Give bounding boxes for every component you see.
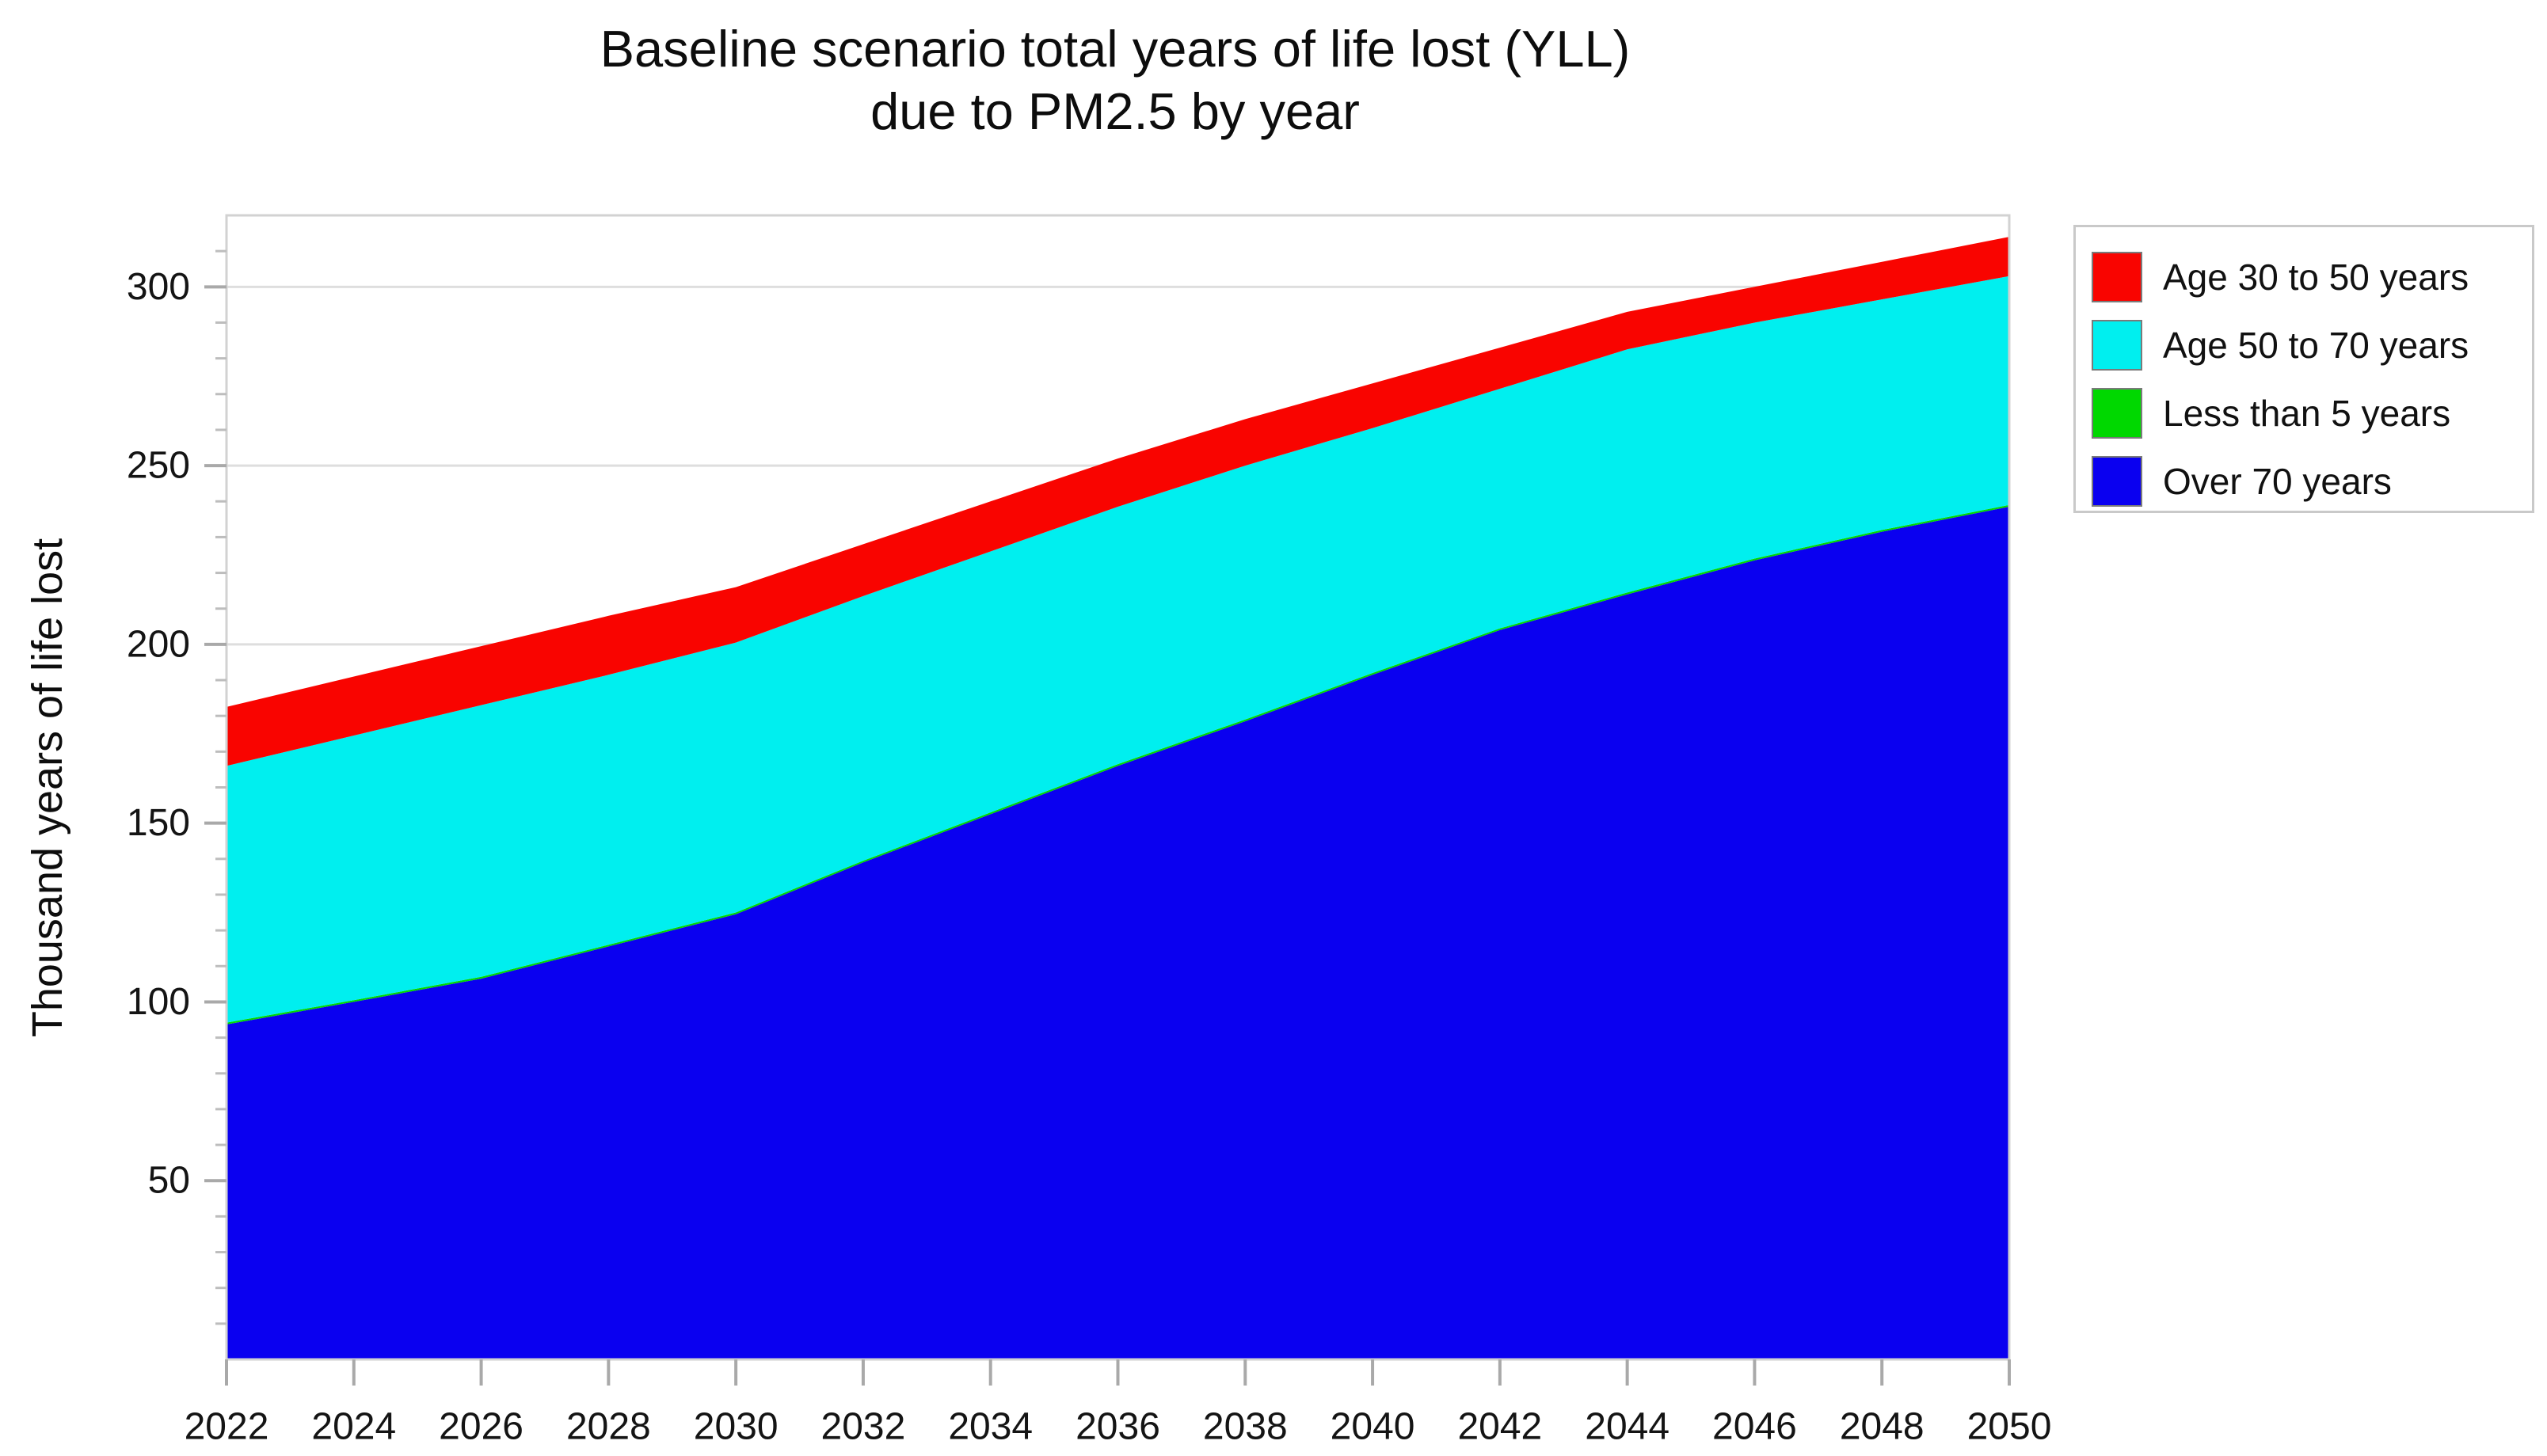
legend-swatch-icon-age-30-to-50-years [2092,252,2142,302]
x-tick-label-2040: 2040 [1331,1406,1415,1448]
legend-swatch-icon-over-70-years [2092,456,2142,507]
x-tick-label-2036: 2036 [1076,1406,1160,1448]
x-tick-label-2024: 2024 [311,1406,396,1448]
legend-label-over-70-years: Over 70 years [2163,461,2392,502]
area-over-70-years [227,507,2009,1359]
legend-item-age-30-to-50-years: Age 30 to 50 years [2092,243,2532,311]
area-less-than-5-years [227,504,2009,1025]
y-tick-label-50: 50 [148,1160,190,1202]
x-tick-label-2046: 2046 [1712,1406,1797,1448]
legend-label-age-50-to-70-years: Age 50 to 70 years [2163,325,2469,366]
legend-swatch-icon-age-50-to-70-years [2092,320,2142,371]
x-tick-label-2042: 2042 [1457,1406,1542,1448]
x-tick-label-2048: 2048 [1840,1406,1925,1448]
y-tick-label-250: 250 [127,445,190,487]
x-tick-label-2030: 2030 [694,1406,779,1448]
x-tick-label-2022: 2022 [185,1406,269,1448]
x-tick-label-2028: 2028 [566,1406,651,1448]
legend-item-over-70-years: Over 70 years [2092,447,2532,515]
x-tick-label-2032: 2032 [821,1406,906,1448]
legend-swatch-icon-less-than-5-years [2092,388,2142,439]
x-tick-label-2026: 2026 [439,1406,523,1448]
legend-label-age-30-to-50-years: Age 30 to 50 years [2163,257,2469,298]
legend-item-less-than-5-years: Less than 5 years [2092,379,2532,447]
x-tick-label-2050: 2050 [1967,1406,2052,1448]
x-tick-label-2034: 2034 [948,1406,1033,1448]
legend-item-age-50-to-70-years: Age 50 to 70 years [2092,311,2532,379]
y-tick-label-200: 200 [127,623,190,665]
area-age-50-to-70-years [227,276,2009,1023]
legend: Age 30 to 50 years Age 50 to 70 years Less… [2073,225,2534,513]
chart-title-line2: due to PM2.5 by year [870,82,1360,141]
x-tick-label-2038: 2038 [1203,1406,1288,1448]
chart-title: Baseline scenario total years of life lo… [165,17,2065,143]
area-age-30-to-50-years [227,237,2009,766]
legend-label-less-than-5-years: Less than 5 years [2163,393,2451,434]
x-tick-label-2044: 2044 [1585,1406,1669,1448]
y-tick-label-300: 300 [127,266,190,308]
y-tick-label-150: 150 [127,802,190,844]
y-tick-label-100: 100 [127,981,190,1023]
chart-title-line1: Baseline scenario total years of life lo… [600,20,1631,78]
